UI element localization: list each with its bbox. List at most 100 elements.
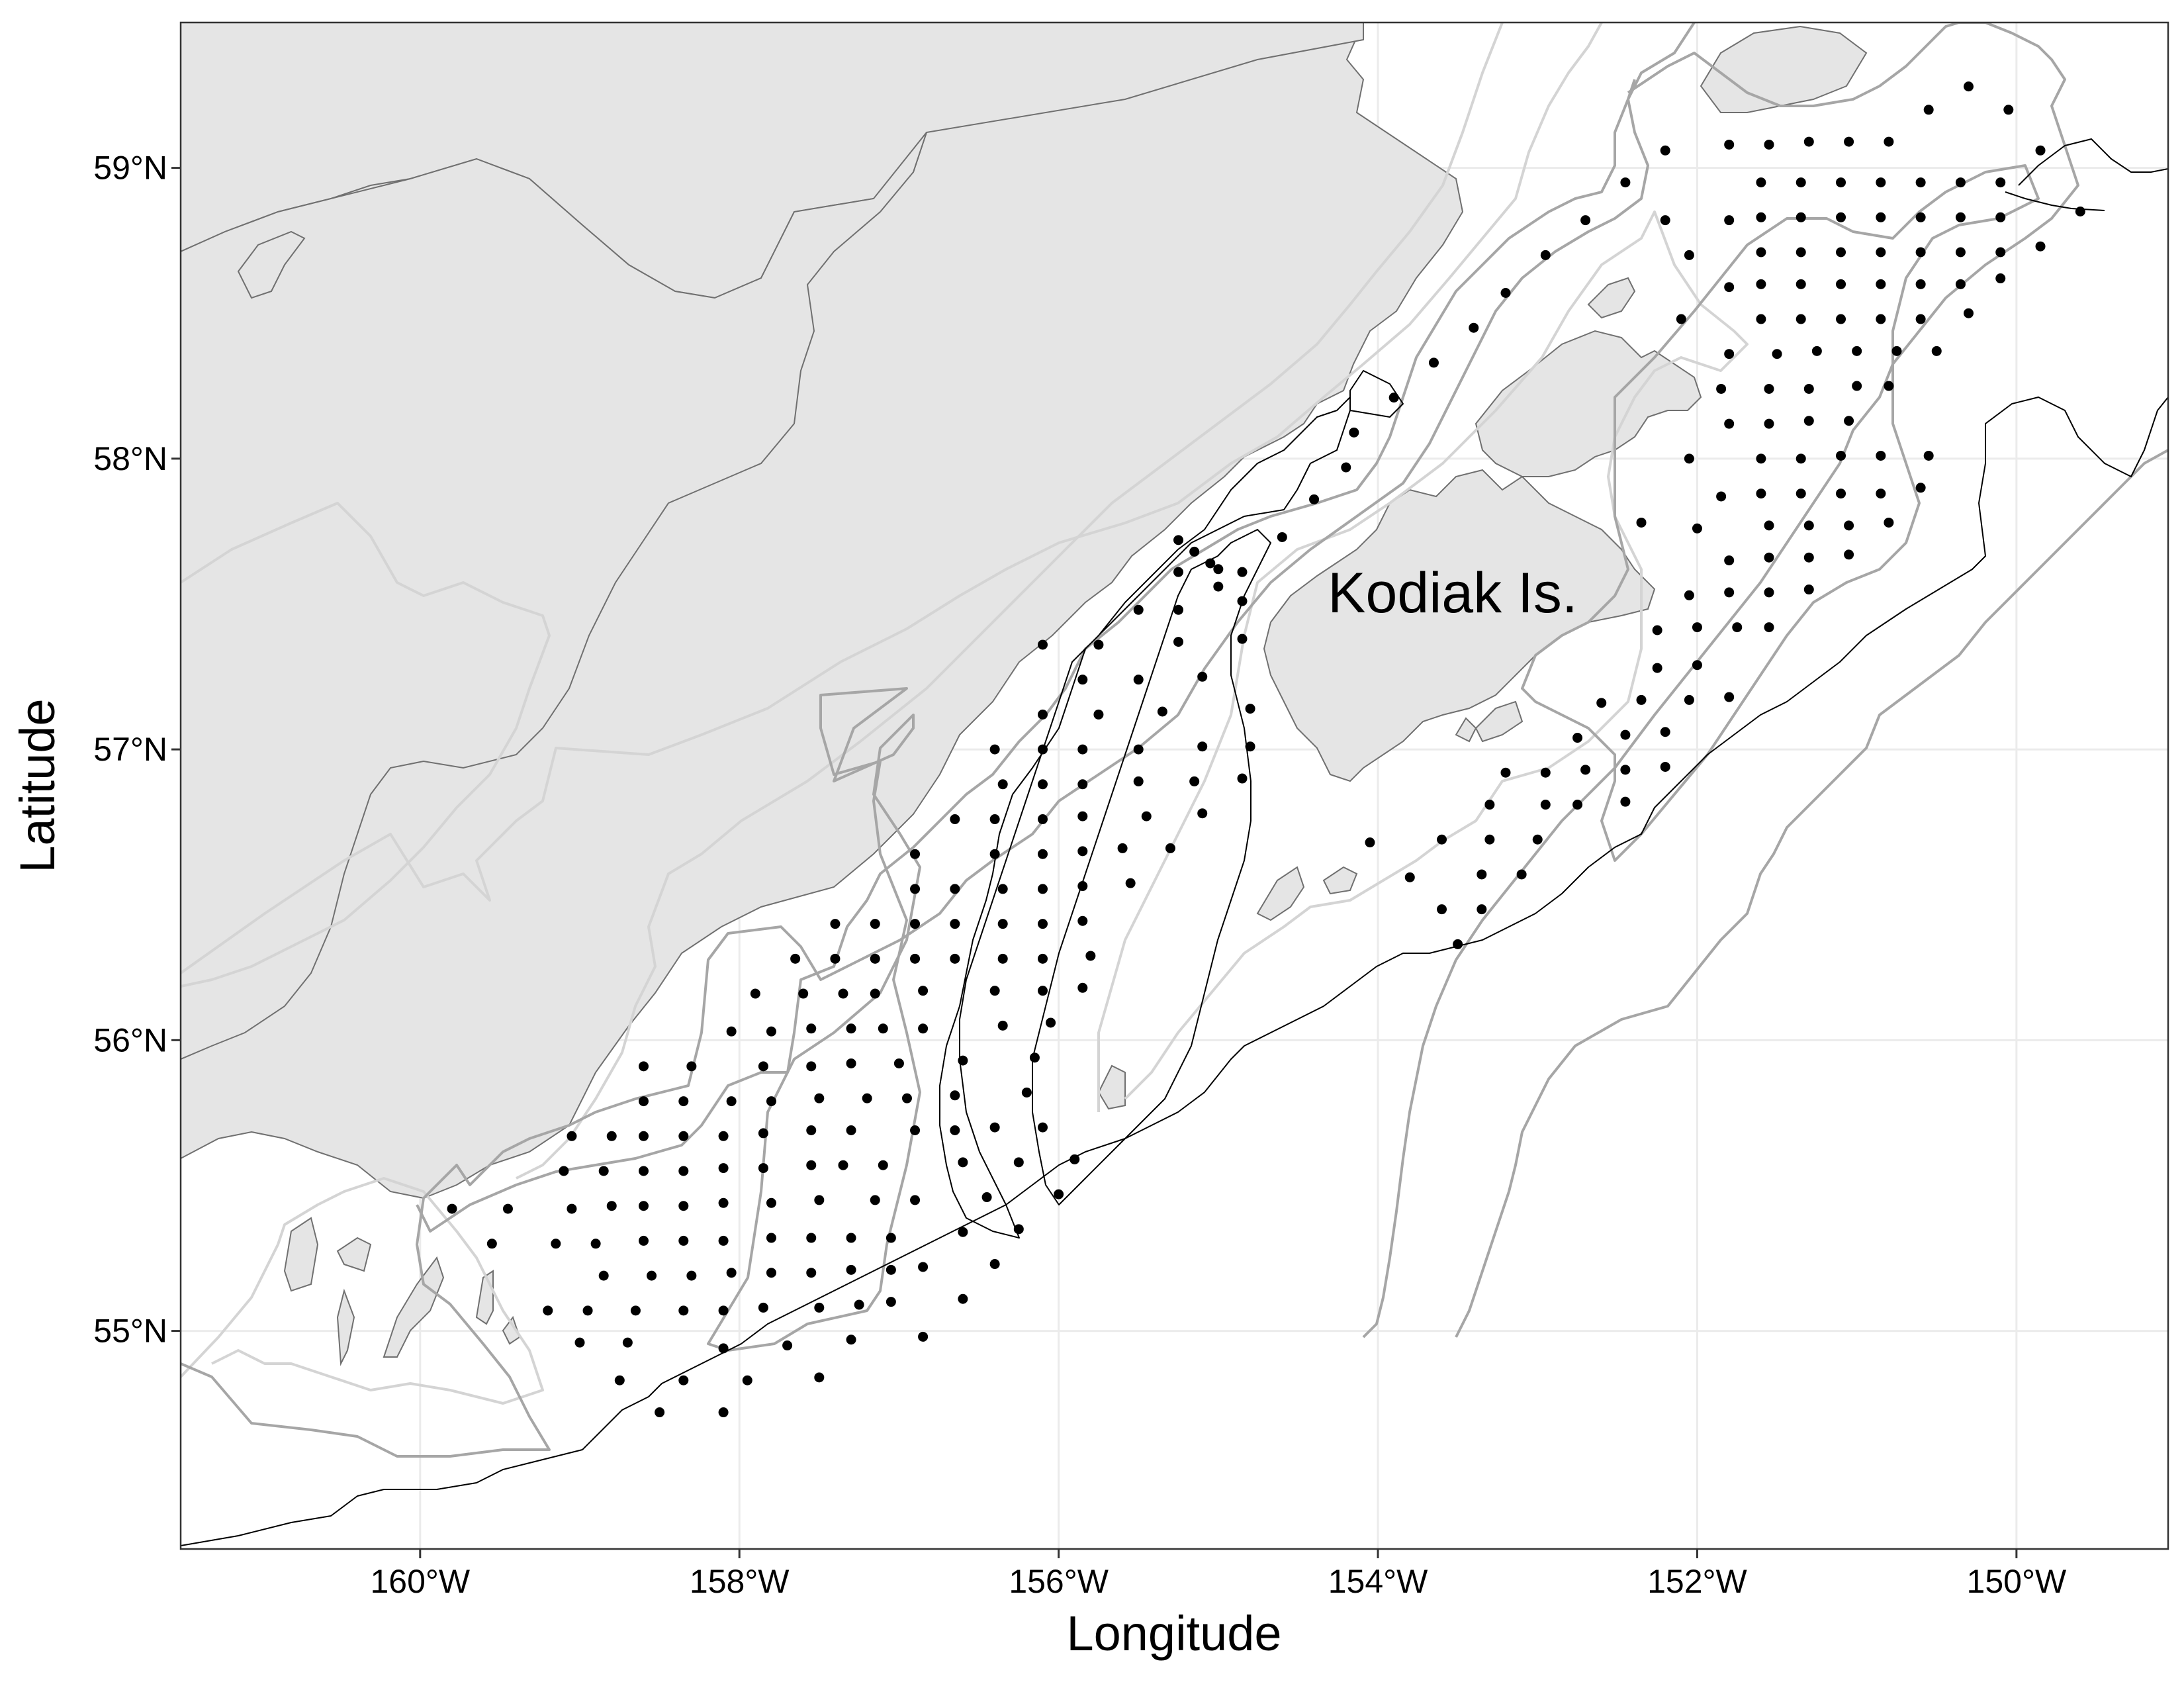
station-point <box>1237 633 1248 644</box>
station-point <box>1484 800 1495 810</box>
station-point <box>798 988 809 999</box>
station-point <box>1277 532 1287 542</box>
station-point <box>1811 346 1822 356</box>
station-point <box>806 1023 817 1034</box>
station-point <box>567 1203 577 1214</box>
station-point <box>1309 494 1320 504</box>
station-point <box>1756 212 1766 222</box>
station-point <box>1173 535 1184 545</box>
station-point <box>1796 212 1806 222</box>
station-point <box>638 1096 649 1107</box>
station-point <box>1516 869 1527 880</box>
station-point <box>1836 212 1846 222</box>
station-point <box>830 953 841 964</box>
station-point <box>614 1375 625 1385</box>
station-point <box>567 1131 577 1141</box>
station-point <box>1038 779 1048 790</box>
station-point <box>686 1270 697 1281</box>
station-point <box>1046 1017 1056 1028</box>
station-point <box>678 1166 689 1176</box>
station-point <box>1133 604 1144 615</box>
isobath-dark-northeast <box>2018 138 2168 186</box>
station-point <box>918 986 929 996</box>
station-point <box>2035 145 2046 156</box>
station-point <box>447 1203 457 1214</box>
station-point <box>1836 177 1846 188</box>
station-point <box>1404 872 1415 882</box>
trinity-islet <box>1097 1064 1126 1110</box>
station-point <box>1197 741 1208 752</box>
station-point <box>1038 814 1048 825</box>
station-point <box>1660 145 1670 156</box>
station-point <box>1724 555 1735 566</box>
kodiak-south-islet-1 <box>1475 700 1524 743</box>
station-point <box>958 1227 968 1237</box>
station-point <box>1620 177 1631 188</box>
station-point <box>606 1201 617 1211</box>
station-point <box>910 1195 921 1205</box>
station-point <box>1692 660 1702 671</box>
station-point <box>1237 596 1248 606</box>
station-point <box>590 1239 601 1249</box>
station-point <box>678 1305 689 1316</box>
y-axis-title: Latitude <box>10 698 65 872</box>
station-point <box>758 1163 768 1174</box>
station-point <box>814 1093 825 1103</box>
station-point <box>1931 346 1942 356</box>
station-point <box>806 1061 817 1072</box>
station-point <box>846 1023 856 1034</box>
station-point <box>838 988 848 999</box>
station-point <box>1093 639 1104 650</box>
station-point <box>647 1270 657 1281</box>
isobath-light-upper <box>516 23 1504 1180</box>
station-point <box>1923 450 1934 461</box>
station-point <box>1995 212 2006 222</box>
station-point <box>1756 453 1766 464</box>
station-point <box>1197 671 1208 682</box>
station-point <box>1133 776 1144 786</box>
small-island-northeast <box>1700 25 1868 113</box>
station-point <box>846 1264 856 1275</box>
station-point <box>1484 834 1495 845</box>
station-point <box>846 1335 856 1345</box>
station-point <box>1580 215 1591 226</box>
station-point <box>1620 765 1631 775</box>
station-point <box>997 919 1008 929</box>
station-point <box>1836 450 1846 461</box>
station-point <box>543 1305 553 1316</box>
isobath-light-shelf <box>181 23 1603 974</box>
station-point <box>1764 418 1774 429</box>
x-tick-label: 154°W <box>1328 1563 1428 1600</box>
station-point <box>901 1093 912 1103</box>
station-point <box>1844 136 1854 147</box>
kodiak-south-islet-2 <box>1256 866 1305 921</box>
station-point <box>1995 177 2006 188</box>
station-point <box>758 1302 768 1313</box>
isobath-contours <box>181 23 2168 1546</box>
station-point <box>678 1096 689 1107</box>
station-point <box>1764 552 1774 563</box>
station-point <box>1724 587 1735 598</box>
station-point <box>806 1160 817 1170</box>
station-point <box>1764 587 1774 598</box>
station-point <box>1764 139 1774 150</box>
station-point <box>1884 381 1894 391</box>
station-point <box>1013 1224 1024 1235</box>
station-point <box>1836 489 1846 499</box>
station-point <box>862 1093 872 1103</box>
station-point <box>910 919 921 929</box>
station-point <box>718 1163 729 1174</box>
station-point <box>1803 416 1814 426</box>
station-point <box>1915 279 1926 289</box>
isobath-mid-inner <box>416 79 1636 1233</box>
station-point <box>1963 81 1974 92</box>
shumagin-island-2 <box>336 1237 372 1272</box>
shumagin-island-4 <box>336 1288 355 1366</box>
station-point <box>1803 552 1814 563</box>
station-point <box>1173 567 1184 577</box>
station-point <box>782 1340 793 1351</box>
station-point <box>1173 604 1184 615</box>
station-point <box>1197 808 1208 819</box>
station-point <box>1157 706 1167 717</box>
station-point <box>1029 1053 1040 1063</box>
